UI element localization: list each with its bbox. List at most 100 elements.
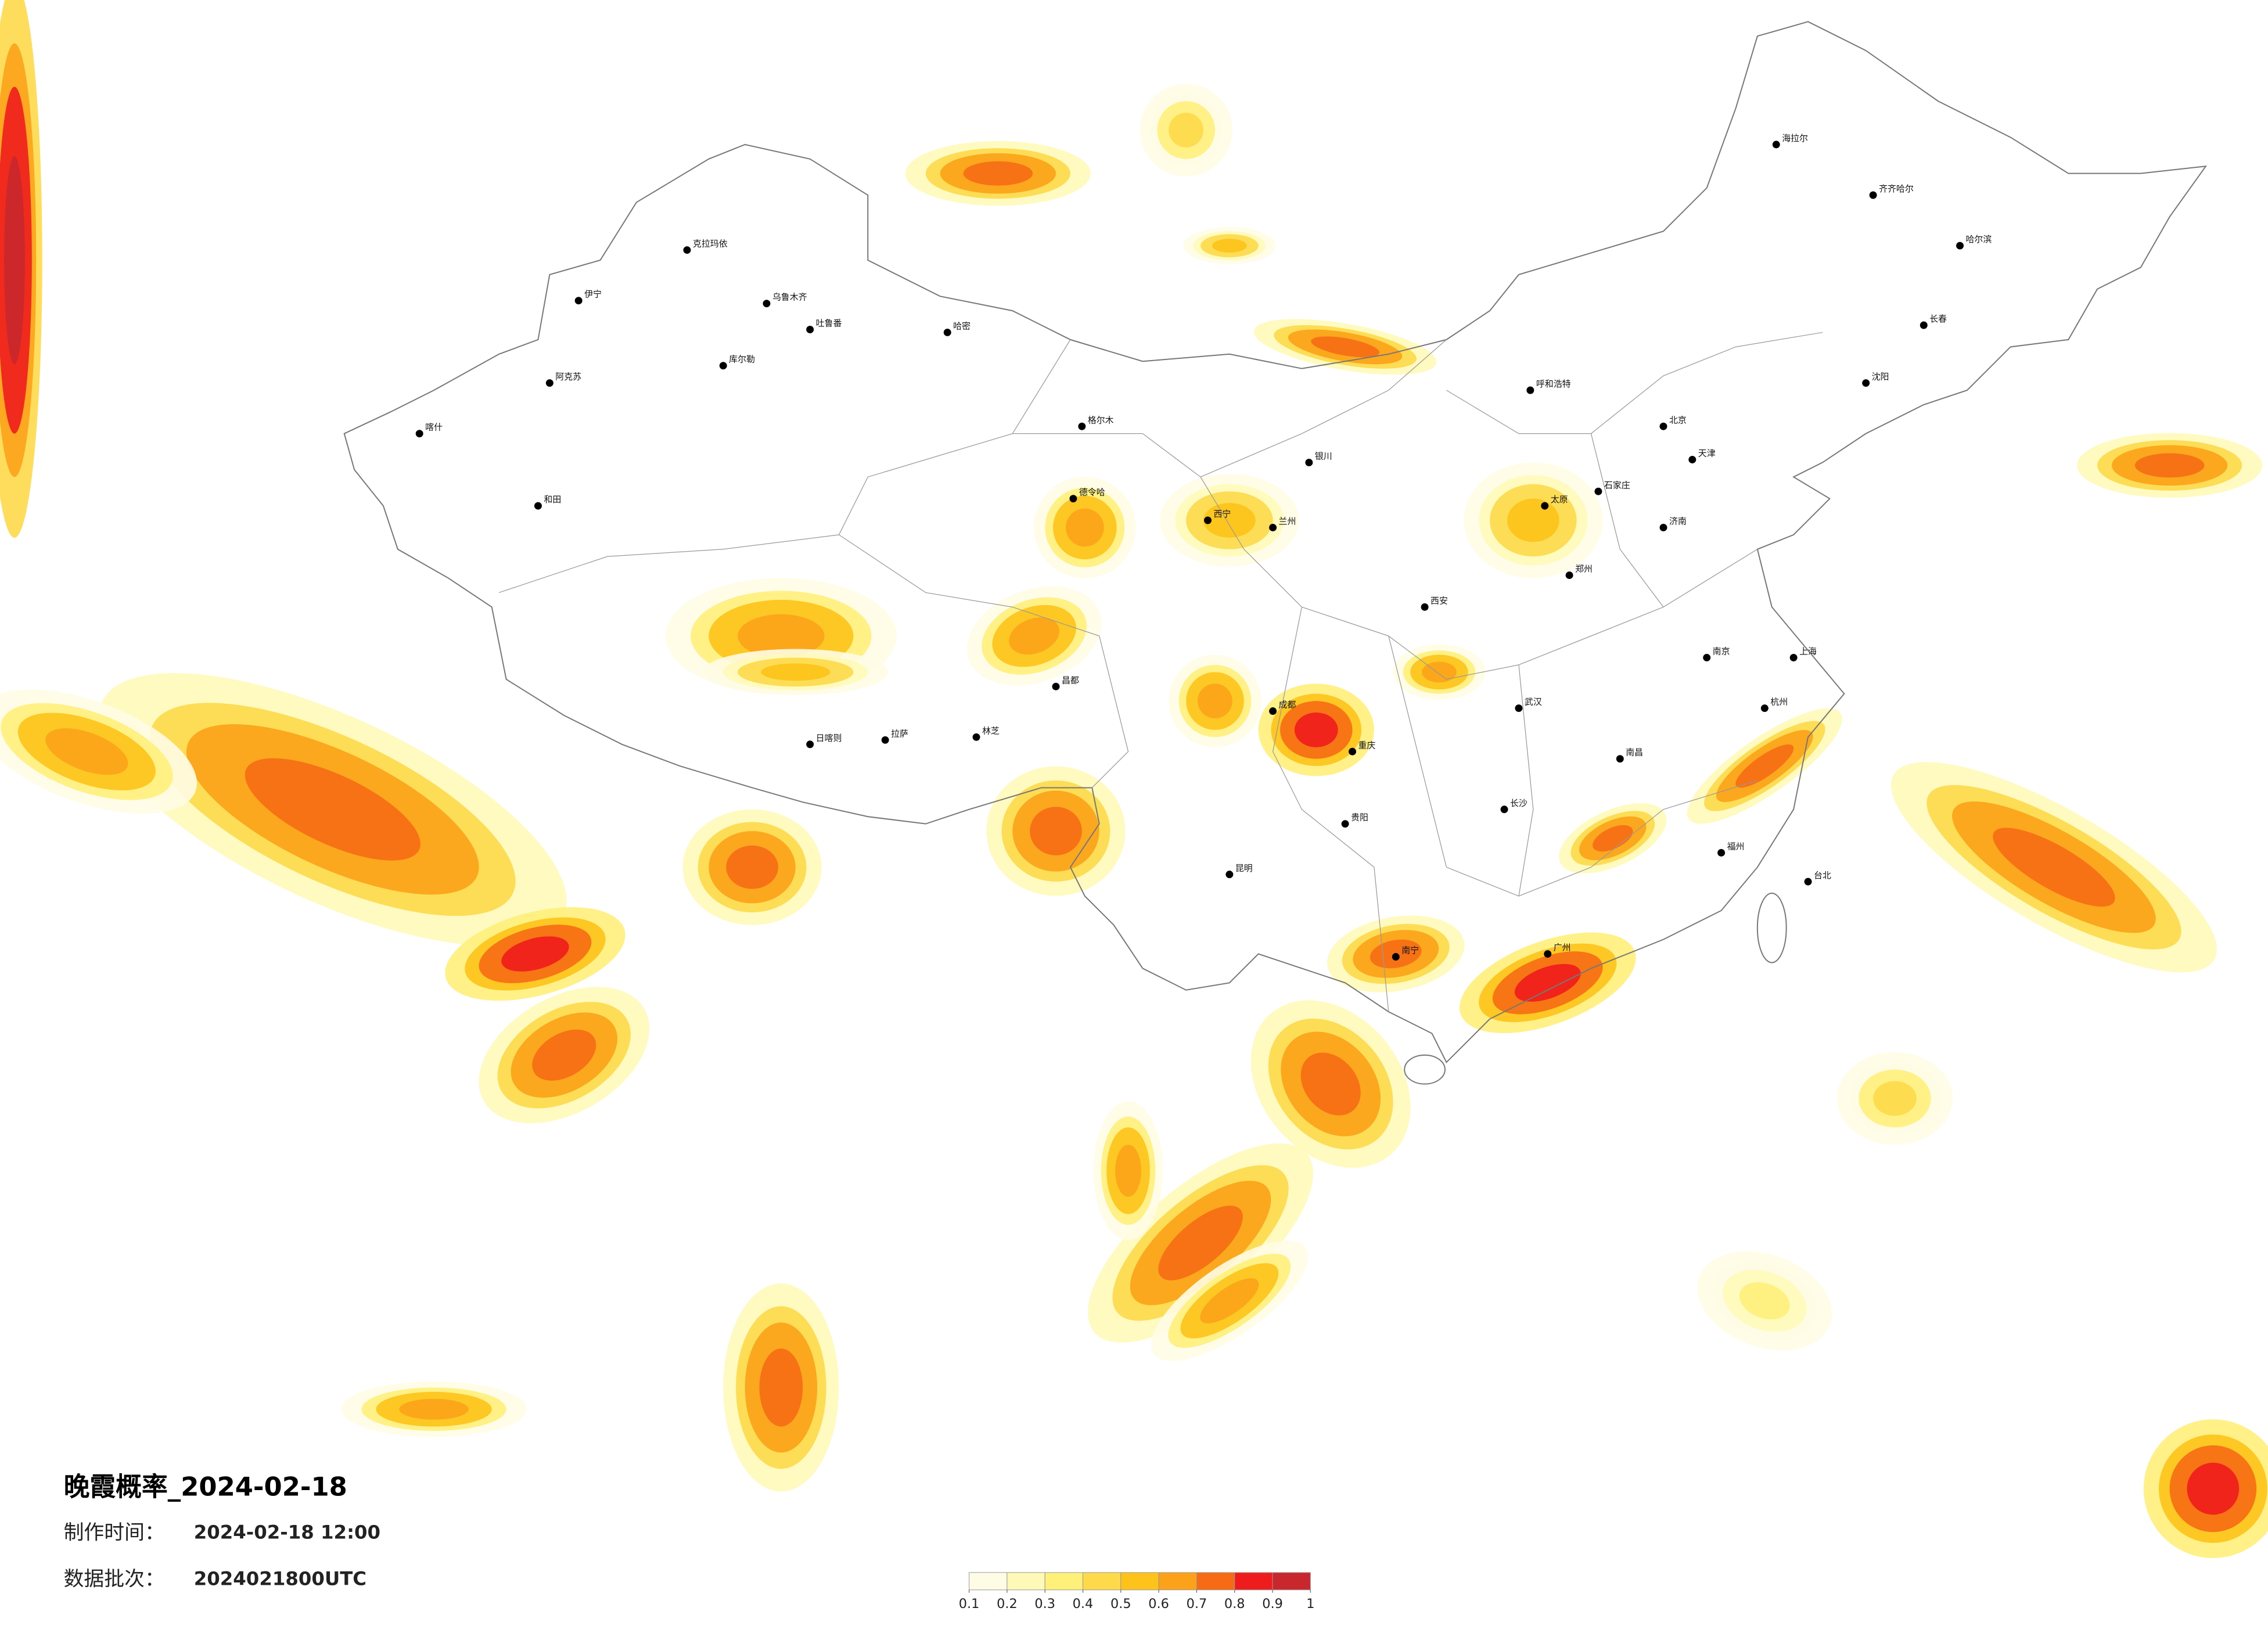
city-label: 杭州 bbox=[1770, 697, 1788, 707]
city-label: 上海 bbox=[1799, 646, 1817, 656]
city-dot bbox=[1565, 571, 1573, 580]
city-label: 昌都 bbox=[1062, 675, 1079, 685]
colorbar-swatch bbox=[1158, 1572, 1197, 1591]
city-dot bbox=[806, 325, 814, 333]
probability-area bbox=[1115, 1145, 1141, 1197]
city-label: 日喀则 bbox=[816, 733, 842, 743]
city-label: 贵阳 bbox=[1351, 812, 1368, 823]
probability-area bbox=[1200, 1278, 1259, 1323]
city-dot bbox=[1541, 502, 1549, 510]
city-label: 长沙 bbox=[1510, 798, 1527, 808]
probability-area bbox=[1514, 963, 1581, 1002]
city-dot bbox=[1078, 422, 1086, 430]
city-dot bbox=[1305, 458, 1313, 466]
colorbar-label: 0.1 bbox=[959, 1596, 980, 1611]
probability-area bbox=[1993, 828, 2115, 907]
city-label: 南昌 bbox=[1626, 747, 1643, 758]
city-dot bbox=[1526, 386, 1534, 394]
probability-area bbox=[45, 728, 128, 775]
city-label: 格尔木 bbox=[1088, 415, 1114, 425]
probability-area bbox=[1422, 661, 1457, 683]
city-label: 昆明 bbox=[1235, 863, 1253, 873]
city-label: 长春 bbox=[1929, 314, 1947, 324]
province-borders bbox=[499, 332, 1823, 1012]
city-dot bbox=[1594, 487, 1602, 495]
probability-area bbox=[1593, 825, 1633, 852]
probability-area bbox=[1735, 744, 1794, 788]
city-dot bbox=[1421, 603, 1429, 611]
country-outline bbox=[343, 21, 2208, 1064]
map-title: 晚霞概率_2024-02-18 bbox=[64, 1472, 347, 1502]
city-dot bbox=[972, 733, 980, 741]
probability-area bbox=[532, 1029, 596, 1081]
city-dot bbox=[1862, 379, 1870, 387]
city-dot bbox=[1804, 877, 1812, 886]
colorbar-label: 0.9 bbox=[1262, 1596, 1283, 1611]
probability-area bbox=[1158, 1206, 1243, 1280]
city-label: 广州 bbox=[1554, 942, 1571, 953]
colorbar-swatch bbox=[1044, 1572, 1084, 1591]
probability-area bbox=[1203, 503, 1256, 538]
probability-area bbox=[726, 846, 778, 889]
city-label: 太原 bbox=[1551, 494, 1568, 505]
colorbar-swatch bbox=[1120, 1572, 1159, 1591]
city-dot bbox=[1703, 653, 1711, 661]
city-label: 兰州 bbox=[1279, 516, 1296, 526]
city-dot bbox=[1717, 848, 1726, 857]
batch-label: 数据批次： bbox=[64, 1567, 165, 1591]
colorbar-swatch bbox=[1083, 1572, 1122, 1591]
city-dot bbox=[1225, 870, 1234, 879]
city-label: 海拉尔 bbox=[1782, 133, 1808, 143]
city-label: 成都 bbox=[1279, 700, 1296, 710]
city-dot bbox=[943, 328, 951, 336]
city-label: 克拉玛依 bbox=[693, 239, 728, 249]
probability-area bbox=[760, 663, 831, 681]
city-dot bbox=[1349, 747, 1357, 756]
city-dot bbox=[1616, 755, 1624, 763]
probability-area bbox=[501, 936, 569, 972]
city-dot bbox=[1069, 495, 1077, 503]
city-dot bbox=[1204, 516, 1212, 524]
probability-area bbox=[1030, 807, 1082, 855]
city-dot bbox=[1269, 707, 1277, 715]
batch-value: 2024021800UTC bbox=[194, 1567, 366, 1589]
city-dot bbox=[1515, 704, 1523, 713]
city-dot bbox=[1544, 950, 1552, 958]
city-label: 天津 bbox=[1698, 448, 1716, 459]
probability-area bbox=[738, 614, 825, 658]
city-dot bbox=[415, 430, 423, 438]
city-dot bbox=[763, 300, 771, 308]
colorbar-label: 0.8 bbox=[1224, 1596, 1245, 1611]
city-dot bbox=[1341, 820, 1349, 828]
colorbar-swatch bbox=[1234, 1572, 1273, 1591]
probability-area bbox=[3, 156, 25, 365]
probability-area bbox=[1507, 498, 1559, 542]
probability-area bbox=[963, 161, 1033, 186]
city-dot bbox=[1869, 191, 1877, 199]
city-label: 拉萨 bbox=[891, 728, 908, 739]
city-label: 南京 bbox=[1713, 646, 1730, 656]
city-label: 阿克苏 bbox=[555, 372, 581, 382]
city-dot bbox=[1956, 242, 1964, 250]
colorbar-swatch bbox=[969, 1572, 1008, 1591]
city-label: 喀什 bbox=[425, 422, 443, 433]
city-label: 重庆 bbox=[1358, 740, 1376, 750]
city-dot bbox=[534, 502, 542, 510]
probability-area bbox=[1212, 239, 1247, 253]
city-label: 吐鲁番 bbox=[816, 318, 842, 329]
city-label: 北京 bbox=[1669, 415, 1687, 425]
city-label: 齐齐哈尔 bbox=[1879, 184, 1914, 194]
city-label: 呼和浩特 bbox=[1536, 379, 1571, 389]
probability-area bbox=[759, 1348, 803, 1427]
probability-area bbox=[1300, 1052, 1361, 1116]
city-label: 伊宁 bbox=[584, 289, 602, 300]
city-label: 石家庄 bbox=[1604, 480, 1630, 490]
city-label: 西安 bbox=[1430, 595, 1448, 606]
probability-area bbox=[1169, 113, 1204, 148]
probability-area bbox=[2187, 1462, 2240, 1515]
colorbar-swatch bbox=[1196, 1572, 1235, 1591]
colorbar-label: 0.6 bbox=[1148, 1596, 1169, 1611]
probability-area bbox=[1311, 336, 1380, 358]
